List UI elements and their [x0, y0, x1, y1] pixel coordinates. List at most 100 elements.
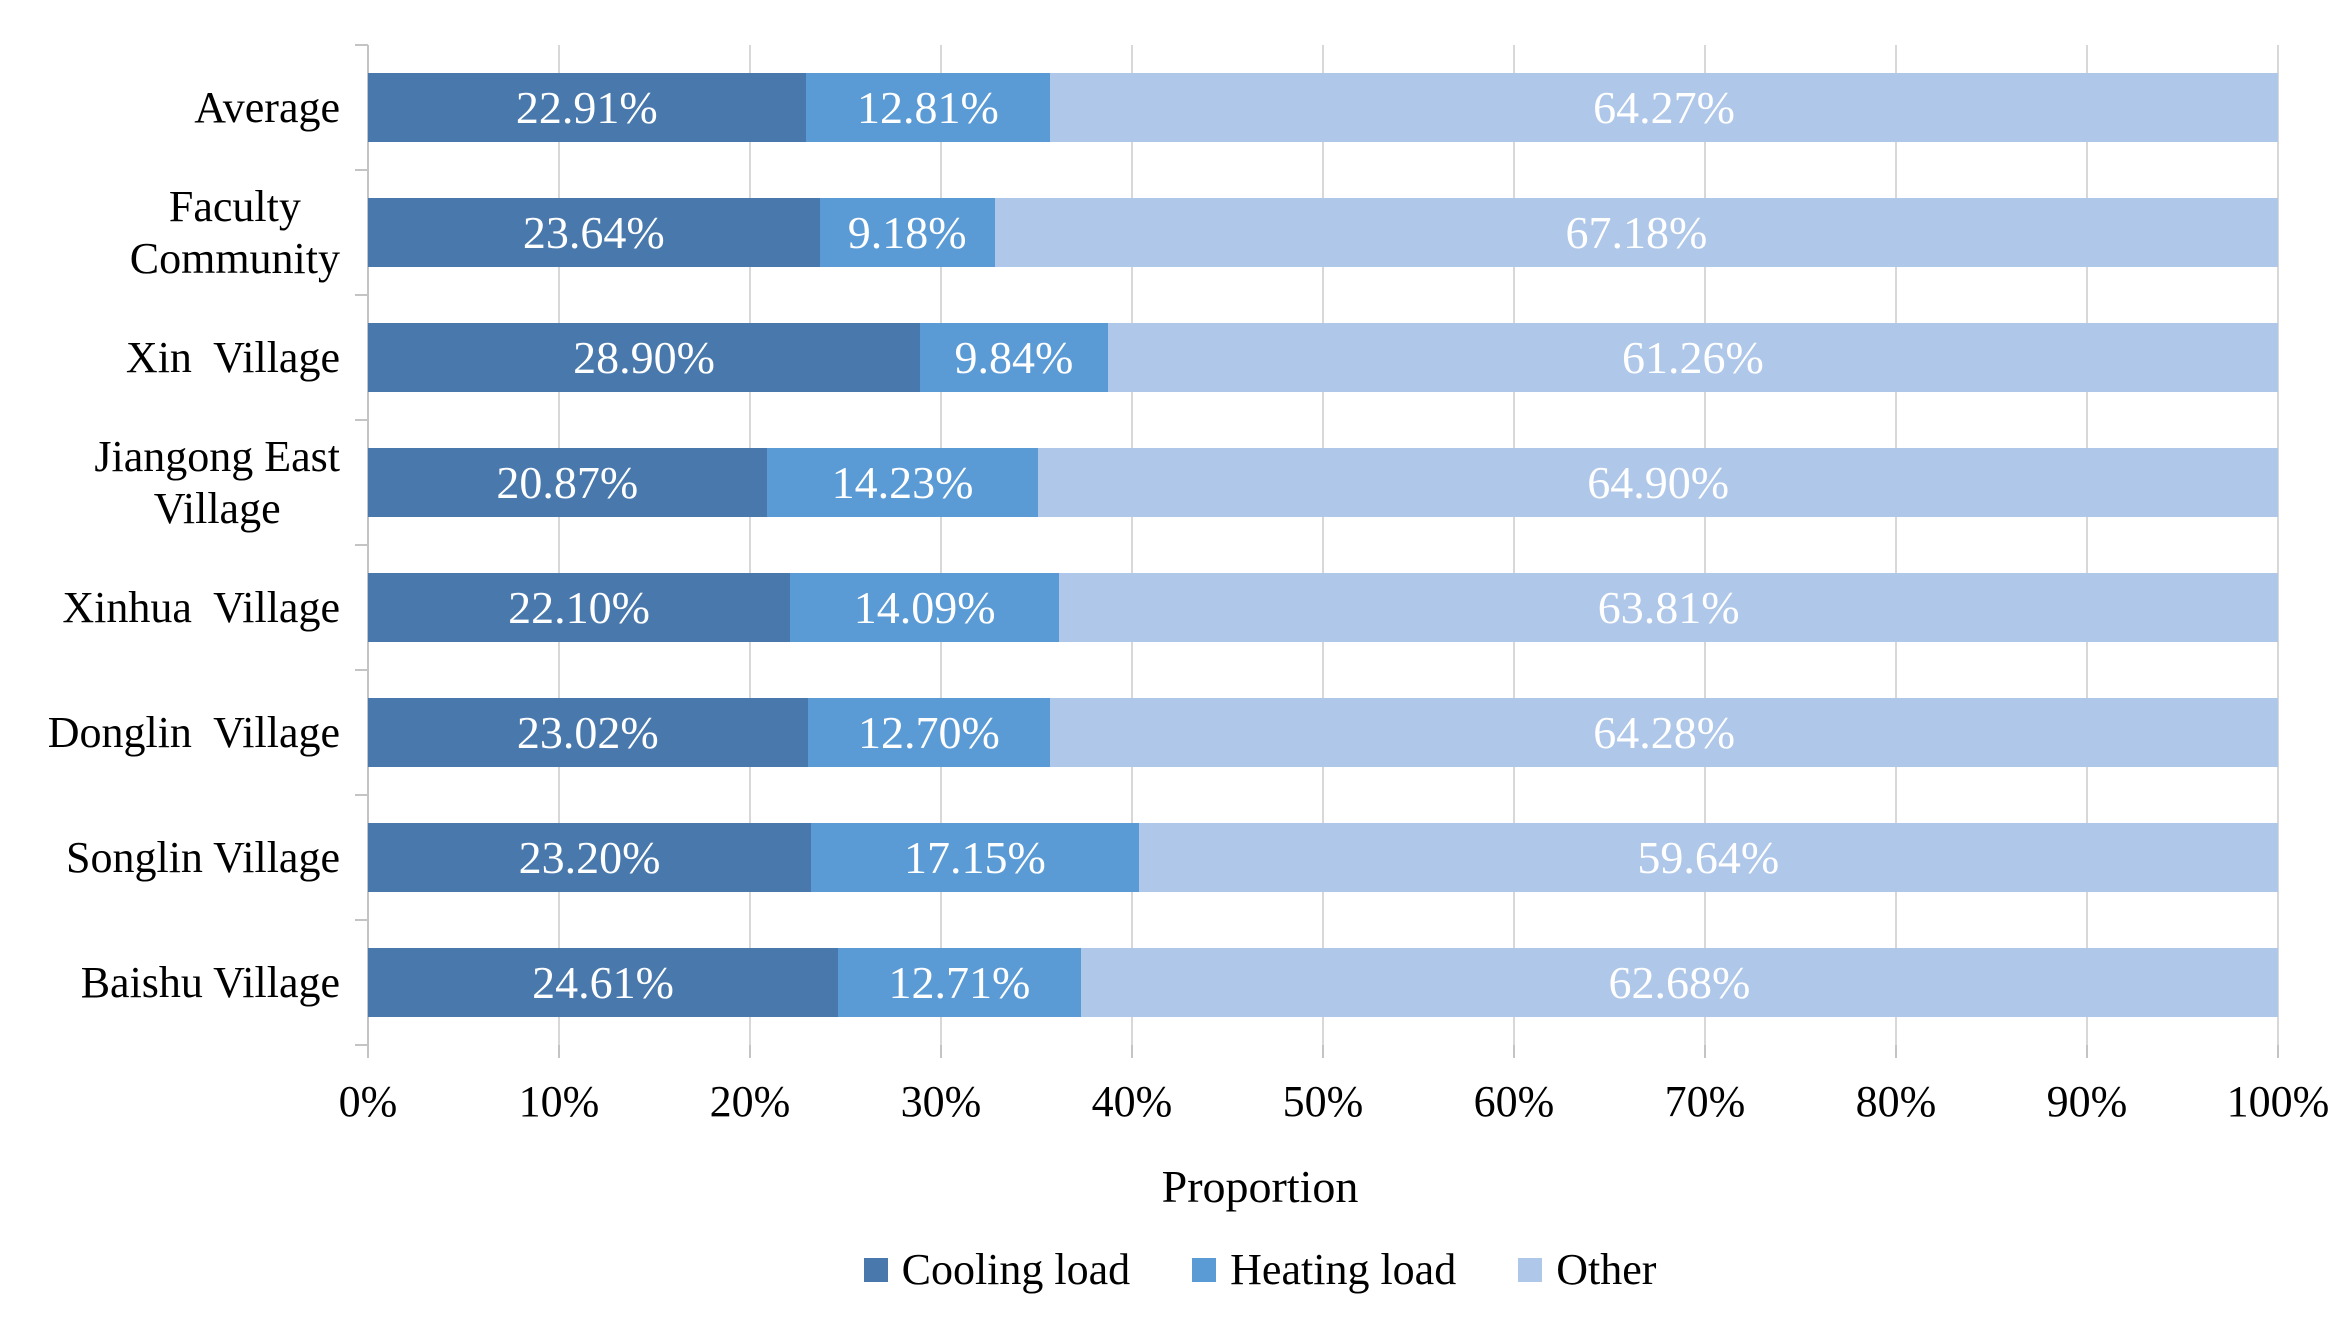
bar-value-label: 61.26% — [1622, 331, 1764, 383]
bar-segment-other: 59.64% — [1138, 823, 2278, 892]
x-axis-tick — [749, 1045, 751, 1058]
category-label-cell: Donglin Village — [0, 670, 370, 795]
category-label-cell: Faculty Community — [0, 170, 370, 295]
bar-value-label: 17.15% — [903, 831, 1046, 883]
x-axis-tick-label: 10% — [518, 1077, 600, 1126]
legend-swatch — [863, 1257, 888, 1282]
category-label-cell: Xin Village — [0, 295, 370, 420]
x-axis-tick — [1322, 1045, 1324, 1058]
category-label: Xin Village — [125, 332, 340, 382]
stacked-bar: 23.64% 9.18% 67.18% — [368, 198, 2278, 267]
gridline — [1895, 45, 1897, 1045]
y-axis-tick — [355, 669, 368, 671]
bar-row: 23.64% 9.18% 67.18% — [368, 170, 2278, 295]
bar-segment-other: 64.27% — [1050, 73, 2278, 142]
x-axis-title-wrap: Proportion — [0, 1160, 2338, 1213]
x-axis-tick-label: 20% — [709, 1077, 791, 1126]
x-axis-tick-label: 30% — [900, 1077, 982, 1126]
bar-segment-heating-load: 12.70% — [807, 698, 1051, 767]
bar-value-label: 28.90% — [573, 331, 715, 383]
x-axis-tick — [1895, 1045, 1897, 1058]
gridline — [558, 45, 560, 1045]
category-label-cell: Songlin Village — [0, 795, 370, 920]
bar-segment-cooling-load: 22.10% — [368, 573, 791, 642]
bar-value-label: 64.27% — [1593, 81, 1735, 133]
legend-label: Heating load — [1230, 1245, 1457, 1294]
bar-segment-heating-load: 14.23% — [766, 448, 1039, 517]
bar-value-label: 9.84% — [954, 331, 1074, 383]
legend-swatch — [1518, 1257, 1543, 1282]
stacked-bar: 20.87% 14.23% 64.90% — [368, 448, 2278, 517]
gridline — [2086, 45, 2088, 1045]
x-axis-title: Proportion — [1161, 1161, 1359, 1212]
bar-segment-other: 64.90% — [1038, 448, 2278, 517]
plot-area: 22.91% 12.81% 64.27% 23.64% 9.18% 67.18% 28.90… — [355, 44, 2279, 1058]
x-axis-tick-label: 40% — [1091, 1077, 1173, 1126]
y-axis-tick — [355, 44, 368, 46]
bar-value-label: 23.20% — [518, 831, 661, 883]
bar-segment-other: 63.81% — [1059, 573, 2278, 642]
x-axis-tick — [1704, 1045, 1706, 1058]
bar-segment-cooling-load: 24.61% — [368, 948, 839, 1017]
y-axis-line — [367, 45, 369, 1045]
bar-value-label: 67.18% — [1565, 206, 1708, 258]
bar-value-label: 14.23% — [831, 456, 974, 508]
category-label-cell: Average — [0, 45, 370, 170]
bar-row: 23.20% 17.15% 59.64% — [368, 795, 2278, 920]
bar-segment-other: 64.28% — [1050, 698, 2278, 767]
bar-value-label: 63.81% — [1597, 581, 1740, 633]
bar-value-label: 12.71% — [888, 956, 1031, 1008]
category-label: Average — [194, 82, 340, 132]
bar-value-label: 20.87% — [496, 456, 639, 508]
bar-value-label: 24.61% — [532, 956, 674, 1008]
category-label-cell: Xinhua Village — [0, 545, 370, 670]
y-axis-tick — [355, 169, 368, 171]
x-axis-tick-label: 50% — [1282, 1077, 1364, 1126]
gridline — [1322, 45, 1324, 1045]
bar-value-label: 12.81% — [856, 81, 999, 133]
y-axis-tick — [355, 419, 368, 421]
bar-segment-heating-load: 14.09% — [790, 573, 1060, 642]
legend: Cooling load Heating load Other — [0, 1244, 2338, 1295]
bar-segment-other: 61.26% — [1107, 323, 2278, 392]
x-axis-tick-label: 90% — [2046, 1077, 2128, 1126]
bar-segment-heating-load: 17.15% — [811, 823, 1139, 892]
bar-segment-cooling-load: 28.90% — [368, 323, 920, 392]
bar-row: 22.91% 12.81% 64.27% — [368, 45, 2278, 170]
gridline — [2277, 45, 2279, 1045]
category-label-cell: Baishu Village — [0, 920, 370, 1045]
bar-value-label: 64.28% — [1593, 706, 1736, 758]
category-label: Baishu Village — [80, 957, 340, 1007]
bar-value-label: 59.64% — [1637, 831, 1780, 883]
bar-segment-cooling-load: 20.87% — [368, 448, 767, 517]
category-label: Jiangong East Village — [94, 431, 340, 533]
y-axis-tick — [355, 544, 368, 546]
bar-segment-cooling-load: 23.02% — [368, 698, 808, 767]
y-axis-tick — [355, 919, 368, 921]
gridline — [1513, 45, 1515, 1045]
stacked-bar: 28.90% 9.84% 61.26% — [368, 323, 2278, 392]
stacked-bar: 22.10% 14.09% 63.81% — [368, 573, 2278, 642]
x-axis-tick — [2277, 1045, 2279, 1058]
legend-swatch — [1192, 1257, 1217, 1282]
bar-value-label: 22.91% — [515, 81, 658, 133]
y-axis-tick — [355, 1044, 368, 1046]
legend-label: Cooling load — [901, 1245, 1131, 1294]
x-axis-tick — [2086, 1045, 2088, 1058]
bar-segment-heating-load: 9.18% — [819, 198, 995, 267]
bar-value-label: 14.09% — [853, 581, 996, 633]
bar-value-label: 64.90% — [1587, 456, 1730, 508]
x-axis-tick — [367, 1045, 369, 1058]
bar-row: 24.61% 12.71% 62.68% — [368, 920, 2278, 1045]
bar-segment-cooling-load: 22.91% — [368, 73, 806, 142]
bar-row: 20.87% 14.23% 64.90% — [368, 420, 2278, 545]
gridline — [1704, 45, 1706, 1045]
stacked-bar: 22.91% 12.81% 64.27% — [368, 73, 2278, 142]
stacked-bar: 23.20% 17.15% 59.64% — [368, 823, 2278, 892]
bar-segment-heating-load: 12.81% — [805, 73, 1051, 142]
category-label: Songlin Village — [66, 832, 340, 882]
bar-value-label: 9.18% — [847, 206, 967, 258]
bar-row: 23.02% 12.70% 64.28% — [368, 670, 2278, 795]
x-axis-tick — [1513, 1045, 1515, 1058]
bar-value-label: 12.70% — [858, 706, 1000, 758]
